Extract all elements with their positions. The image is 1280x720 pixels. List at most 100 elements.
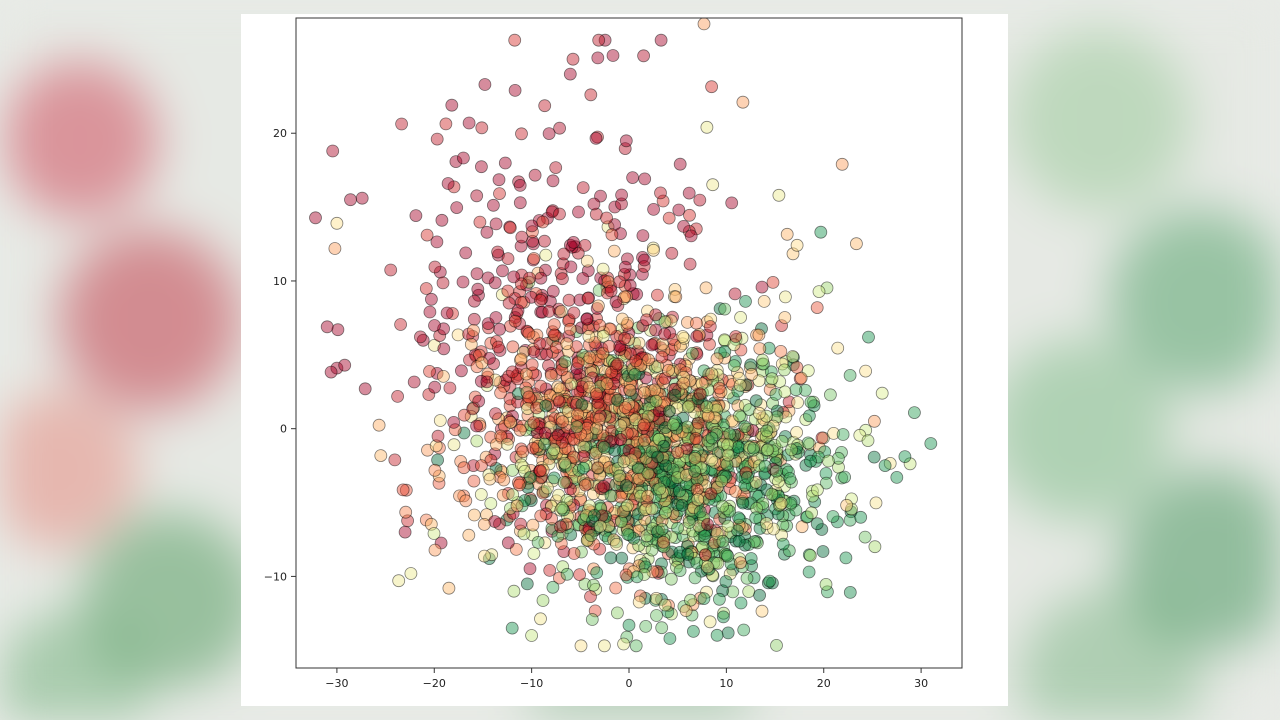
scatter-point [618,401,632,415]
x-tick-label: −20 [423,677,446,690]
scatter-point [441,177,455,190]
scatter-point [456,275,470,289]
scatter-point [538,426,552,440]
scatter-point [826,510,840,523]
scatter-point [391,389,405,403]
scatter-point [536,215,550,229]
scatter-point [508,33,522,47]
scatter-point [574,493,587,507]
scatter-point [547,328,561,342]
scatter-point [523,562,537,576]
scatter-point [704,487,718,501]
scatter-point [582,521,596,535]
scatter-point [439,117,453,131]
scatter-point [737,623,751,637]
scatter-point [513,178,527,192]
scatter-point [392,574,406,588]
scatter-point [470,189,484,203]
scatter-point [508,314,522,328]
scatter-point [488,373,502,387]
scatter-point [524,494,538,508]
scatter-point [835,445,848,459]
scatter-point [614,419,628,433]
scatter-point [682,399,696,413]
scatter-point [662,474,676,488]
scatter-point [772,188,786,202]
scatter-point [656,535,670,549]
scatter-point [519,367,533,381]
scatter-point [657,475,671,489]
scatter-point [806,489,819,503]
scatter-point [835,157,849,171]
scatter-point [794,371,808,385]
scatter-point [701,517,714,531]
scatter-point [801,436,815,450]
scatter-point [600,377,614,391]
scatter-point [581,291,595,305]
scatter-point [683,257,697,271]
scatter-point [427,527,441,540]
scatter-point [518,494,532,507]
scatter-point [430,132,444,146]
scatter-point [805,506,818,520]
scatter-point [658,598,672,612]
scatter-point [399,505,413,519]
scatter-point [693,505,707,519]
scatter-point [772,475,785,489]
scatter-point [868,414,881,428]
scatter-point [645,338,659,352]
scatter-point [492,173,506,187]
scatter-point [549,161,563,175]
scatter-point [785,443,798,457]
scatter-point [642,353,655,367]
scatter-plot: −30 −20 −10 0 10 20 30 −10 0 10 20 [264,17,963,690]
scatter-point [480,375,494,389]
scatter-point [320,320,334,334]
scatter-point [843,513,857,527]
scatter-point [534,612,547,626]
x-tick-label: 10 [719,677,733,690]
scatter-point [432,476,446,490]
scatter-point [514,458,528,472]
scatter-point [447,438,461,452]
x-tick-label: 20 [817,677,831,690]
scatter-point [436,276,450,290]
scatter-point [668,388,682,402]
scatter-point [482,321,495,335]
scatter-point [563,322,577,336]
scatter-point [554,520,567,534]
scatter-point [638,172,652,186]
scatter-point [626,171,640,185]
scatter-point [534,509,548,523]
scatter-point [816,545,830,558]
scatter-point [903,457,917,471]
scatter-point [597,480,611,493]
scatter-point [471,282,485,296]
scatter-point [358,382,372,396]
scatter-point [622,397,636,411]
scatter-point [564,260,578,274]
scatter-point [440,306,454,320]
scatter-point [742,403,756,417]
scatter-point [489,217,503,231]
scatter-point [500,437,514,451]
scatter-point [637,49,651,63]
scatter-point [526,441,540,455]
scatter-point [404,567,418,580]
scatter-point [725,196,739,210]
scatter-point [615,188,629,202]
scatter-point [649,308,663,322]
scatter-point [762,341,776,355]
scatter-point [593,318,607,332]
scatter-point [619,568,633,582]
scatter-point [526,518,540,532]
scatter-point [679,604,693,617]
scatter-point [611,357,625,371]
scatter-point [598,409,612,423]
scatter-point [467,324,480,337]
scatter-point [815,431,829,445]
scatter-point [546,284,560,298]
scatter-point [474,160,488,174]
scatter-point [820,281,834,295]
scatter-point [542,359,555,372]
